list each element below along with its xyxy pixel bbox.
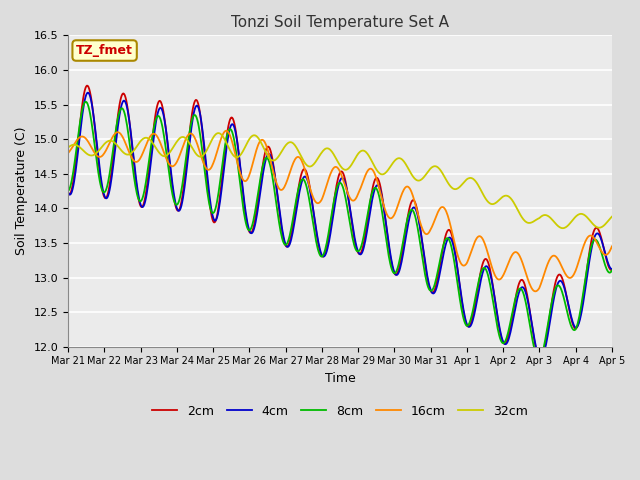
8cm [407,207,415,213]
16cm [532,288,540,294]
2cm [186,128,194,133]
4cm [74,150,82,156]
32cm [214,130,221,136]
2cm [407,201,415,207]
16cm [185,131,193,137]
32cm [74,143,82,149]
16cm [214,146,221,152]
8cm [422,279,430,285]
8cm [608,268,616,274]
Line: 2cm: 2cm [68,85,612,360]
4cm [64,189,72,195]
32cm [130,148,138,154]
32cm [214,130,222,136]
Legend: 2cm, 4cm, 8cm, 16cm, 32cm: 2cm, 4cm, 8cm, 16cm, 32cm [147,400,533,423]
X-axis label: Time: Time [324,372,355,385]
32cm [422,171,430,177]
2cm [64,191,72,196]
8cm [186,128,194,133]
4cm [608,266,616,272]
2cm [83,83,91,88]
16cm [608,243,616,249]
16cm [422,231,430,237]
8cm [64,188,72,194]
4cm [186,138,194,144]
16cm [74,136,82,142]
Line: 16cm: 16cm [68,131,612,291]
4cm [407,210,415,216]
4cm [536,357,544,362]
2cm [131,167,138,173]
Title: Tonzi Soil Temperature Set A: Tonzi Soil Temperature Set A [231,15,449,30]
2cm [608,267,616,273]
Text: TZ_fmet: TZ_fmet [76,44,133,57]
2cm [536,357,544,363]
16cm [222,128,230,133]
32cm [407,170,415,176]
32cm [185,140,193,145]
8cm [81,99,89,105]
8cm [131,178,138,184]
32cm [64,145,72,151]
8cm [214,190,222,195]
16cm [130,158,138,164]
8cm [74,135,82,141]
8cm [536,358,543,363]
4cm [214,208,222,214]
32cm [608,214,616,219]
2cm [422,271,430,277]
32cm [559,225,566,231]
Line: 32cm: 32cm [68,133,612,228]
4cm [422,269,430,275]
2cm [74,140,82,146]
Y-axis label: Soil Temperature (C): Soil Temperature (C) [15,127,28,255]
Line: 8cm: 8cm [68,102,612,360]
Line: 4cm: 4cm [68,93,612,360]
2cm [214,204,222,210]
4cm [131,163,138,169]
4cm [84,90,92,96]
16cm [64,150,72,156]
16cm [407,187,415,193]
